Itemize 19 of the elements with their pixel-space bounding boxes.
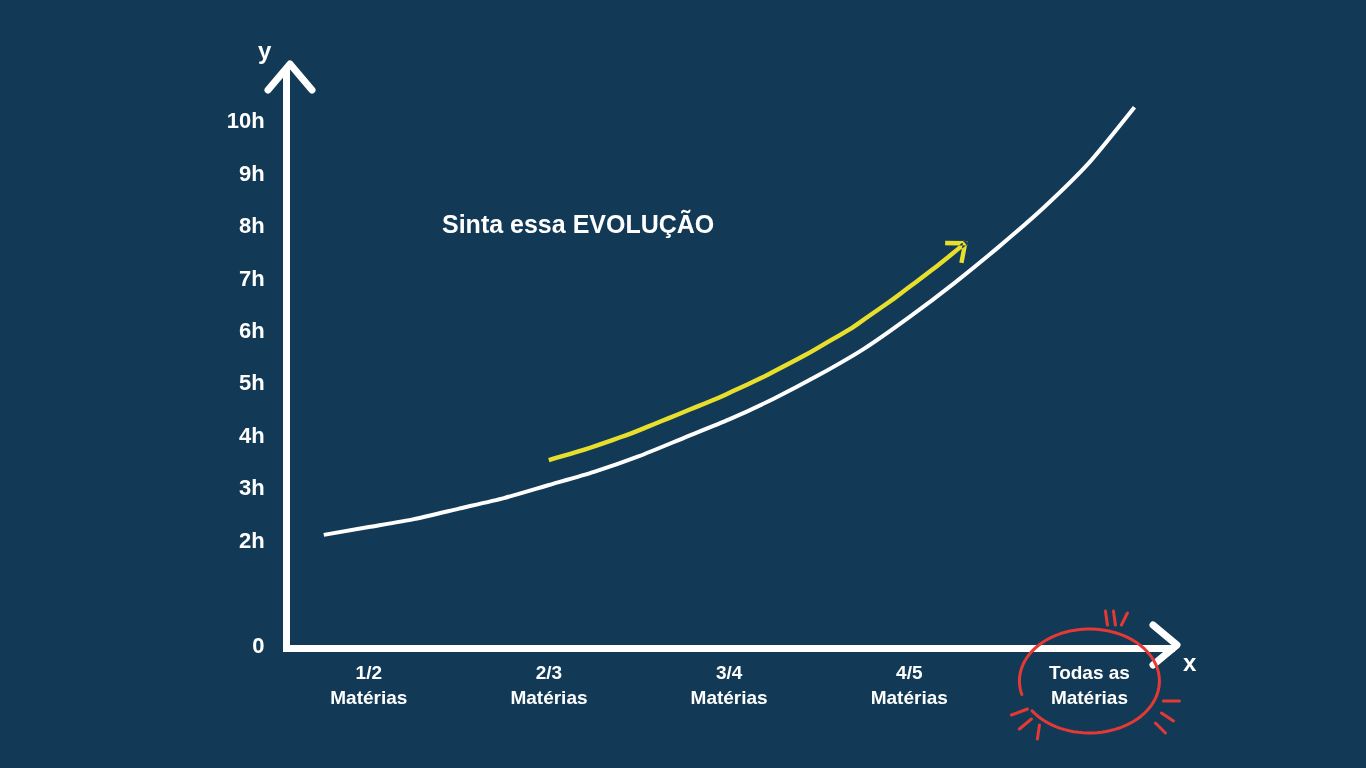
y-tick-label: 8h: [238, 213, 265, 239]
y-tick-label: 10h: [226, 108, 265, 134]
y-tick-label: 3h: [238, 475, 265, 501]
x-tick-label: 3/4 Matérias: [690, 661, 768, 708]
x-tick-label: 2/3 Matérias: [510, 661, 588, 708]
x-tick-label: Todas as Matérias: [1048, 661, 1130, 708]
line-series: [321, 105, 1137, 537]
y-tick-label: 2h: [238, 527, 265, 553]
y-tick-label: 0: [252, 632, 265, 658]
y-axis-title: y: [258, 37, 272, 64]
y-tick-label: 5h: [238, 370, 265, 396]
x-tick-label: 4/5 Matérias: [870, 661, 948, 708]
y-tick-label: 4h: [238, 422, 265, 448]
y-tick-label: 9h: [238, 160, 265, 186]
x-tick-label: 1/2 Matérias: [330, 661, 408, 708]
x-axis-title: x: [1183, 649, 1197, 676]
y-tick-label: 7h: [238, 265, 265, 291]
text: Sinta essa EVOLUÇÃO: [442, 208, 715, 238]
y-tick-label: 6h: [238, 317, 265, 343]
